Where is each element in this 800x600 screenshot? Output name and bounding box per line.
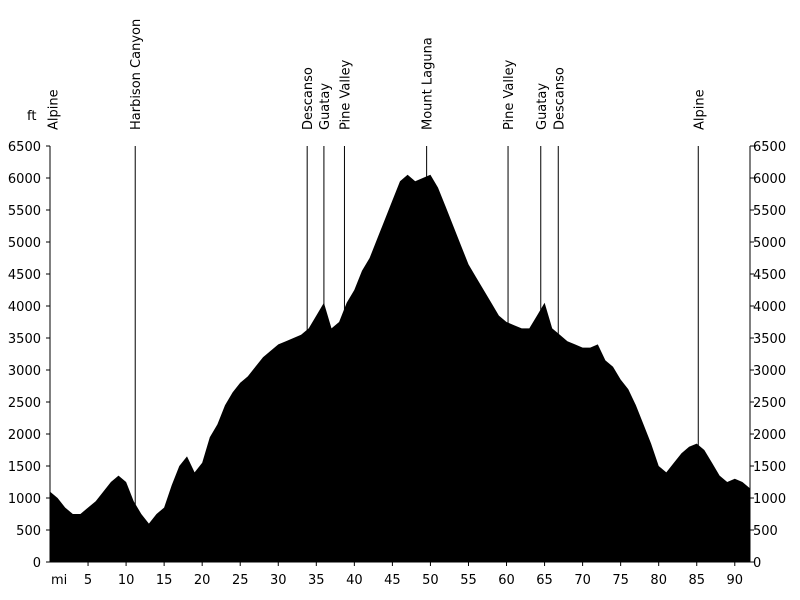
marker-label: Guatay [318, 83, 333, 130]
y-tick-label: 5500 [8, 204, 41, 219]
y-tick-label: 6500 [8, 140, 41, 155]
x-tick-label: 90 [727, 573, 744, 588]
y-tick-label: 5000 [8, 236, 41, 251]
x-tick-label: 85 [688, 573, 705, 588]
marker-label: Descanso [301, 67, 316, 130]
right-y-ticks: 0 500 1000 1500 2000 2500 3000 3500 4000 4500 5000… [750, 140, 786, 571]
elevation-area [50, 174, 750, 563]
x-axis-label: mi [51, 573, 67, 588]
x-tick-label: 45 [384, 573, 401, 588]
y-tick-label: 1000 [753, 492, 786, 507]
x-tick-label: 15 [156, 573, 173, 588]
x-tick-label: 70 [574, 573, 591, 588]
x-tick-label: 80 [650, 573, 667, 588]
y-tick-label: 0 [33, 556, 41, 571]
left-y-ticks: 0 500 1000 1500 2000 2500 3000 3500 4000 4500 5000… [8, 140, 50, 571]
y-tick-label: 2000 [753, 428, 786, 443]
y-tick-label: 500 [16, 524, 41, 539]
x-tick-label: 25 [232, 573, 249, 588]
x-tick-label: 55 [460, 573, 477, 588]
marker-label: Pine Valley [338, 59, 353, 130]
y-tick-label: 6000 [8, 172, 41, 187]
x-tick-label: 30 [270, 573, 287, 588]
marker-label: Mount Laguna [421, 37, 436, 130]
y-tick-label: 5500 [753, 204, 786, 219]
y-tick-label: 1500 [753, 460, 786, 475]
y-tick-label: 3500 [8, 332, 41, 347]
y-tick-label: 5000 [753, 236, 786, 251]
y-tick-label: 500 [753, 524, 778, 539]
y-tick-label: 1000 [8, 492, 41, 507]
y-tick-label: 6000 [753, 172, 786, 187]
x-tick-label: 50 [422, 573, 439, 588]
marker-label: Guatay [535, 83, 550, 130]
y-tick-label: 3000 [8, 364, 41, 379]
marker-label: Pine Valley [502, 59, 517, 130]
x-tick-label: 60 [498, 573, 515, 588]
x-tick-label: 75 [612, 573, 629, 588]
marker-label: Descanso [552, 67, 567, 130]
x-tick-label: 10 [118, 573, 135, 588]
x-tick-label: 65 [536, 573, 553, 588]
y-tick-label: 4500 [8, 268, 41, 283]
y-tick-label: 0 [753, 556, 761, 571]
x-tick-label: 40 [346, 573, 363, 588]
y-tick-label: 2500 [8, 396, 41, 411]
y-tick-label: 4000 [753, 300, 786, 315]
y-tick-label: 4500 [753, 268, 786, 283]
x-ticks: 5 10 15 20 25 30 35 40 45 50 55 60 65 70 75 80 85 90 [84, 562, 743, 588]
y-tick-label: 3000 [753, 364, 786, 379]
x-tick-label: 35 [308, 573, 325, 588]
y-tick-label: 2500 [753, 396, 786, 411]
x-tick-label: 5 [84, 573, 92, 588]
marker-label: Harbison Canyon [129, 19, 144, 130]
y-axis-label: ft [27, 109, 36, 124]
y-tick-label: 1500 [8, 460, 41, 475]
y-tick-label: 4000 [8, 300, 41, 315]
y-tick-label: 2000 [8, 428, 41, 443]
y-tick-label: 6500 [753, 140, 786, 155]
marker-label: Alpine [46, 89, 61, 130]
marker-label: Alpine [692, 89, 707, 130]
y-tick-label: 3500 [753, 332, 786, 347]
x-tick-label: 20 [194, 573, 211, 588]
